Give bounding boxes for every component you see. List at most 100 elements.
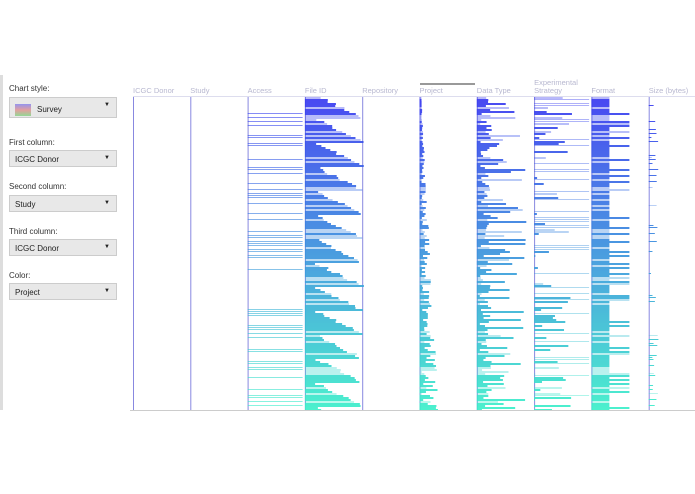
survey-bar <box>304 273 341 275</box>
survey-bar <box>591 395 610 397</box>
survey-bar <box>247 231 303 232</box>
survey-bar <box>304 361 321 363</box>
column-header[interactable]: Study <box>190 86 210 95</box>
survey-bar <box>304 323 343 325</box>
survey-bar <box>591 403 610 405</box>
survey-bar <box>304 379 356 381</box>
survey-bar <box>247 197 303 198</box>
survey-bar <box>304 245 332 247</box>
survey-bar <box>591 355 610 357</box>
survey-bar <box>419 399 424 401</box>
column-header[interactable]: Experimental Strategy <box>534 78 578 95</box>
survey-bar <box>534 249 590 250</box>
survey-bar <box>534 229 555 231</box>
survey-bar <box>419 371 422 373</box>
survey-bar <box>304 331 359 333</box>
survey-bar <box>591 291 610 293</box>
survey-bar <box>476 159 504 161</box>
survey-bar <box>476 201 482 203</box>
column-header[interactable]: Data Type <box>476 86 511 95</box>
survey-bar <box>419 345 431 347</box>
survey-bar <box>476 261 488 263</box>
survey-bar <box>304 187 356 189</box>
column-header[interactable]: File ID <box>304 86 327 95</box>
survey-bar <box>476 127 487 129</box>
survey-bar <box>648 405 655 406</box>
chevron-down-icon: ▼ <box>104 102 110 108</box>
survey-bar <box>476 273 517 275</box>
survey-bar <box>419 383 424 385</box>
survey-bar <box>591 159 630 161</box>
survey-bar <box>591 167 610 169</box>
survey-bar <box>304 353 357 355</box>
survey-bar <box>591 305 610 307</box>
survey-bar <box>247 137 303 138</box>
survey-bar <box>476 269 492 271</box>
survey-bar <box>534 105 590 106</box>
survey-bar <box>591 97 610 99</box>
survey-bar <box>591 263 630 265</box>
survey-bar <box>247 377 303 378</box>
survey-bar <box>304 351 347 353</box>
survey-bar <box>419 229 423 231</box>
survey-bar <box>304 191 319 193</box>
survey-bar <box>304 265 320 267</box>
survey-bar <box>419 265 422 267</box>
survey-bar <box>419 145 423 147</box>
first-column-select[interactable]: ICGC Donor ▼ <box>9 150 117 167</box>
survey-bar <box>247 113 303 114</box>
survey-bar <box>419 303 431 305</box>
survey-bar <box>247 397 303 398</box>
survey-bar <box>534 177 538 179</box>
survey-bar <box>476 387 506 389</box>
survey-bar <box>591 269 610 271</box>
third-column-select[interactable]: ICGC Donor ▼ <box>9 239 117 256</box>
survey-bar <box>476 363 521 365</box>
survey-bar <box>304 257 354 259</box>
survey-bar <box>648 181 657 182</box>
first-column-value: ICGC Donor <box>15 155 60 164</box>
survey-bar <box>648 301 655 302</box>
color-select[interactable]: Project ▼ <box>9 283 117 300</box>
column-axis <box>534 97 536 411</box>
survey-bar <box>591 139 610 141</box>
third-column-value: ICGC Donor <box>15 244 60 253</box>
second-column-select[interactable]: Study ▼ <box>9 195 117 212</box>
survey-bar <box>476 211 511 213</box>
survey-bar <box>591 287 610 289</box>
survey-bar <box>476 171 511 173</box>
column-header[interactable]: Project <box>419 86 443 95</box>
column-header[interactable]: Format <box>591 86 616 95</box>
survey-bar <box>304 141 364 143</box>
survey-bar <box>591 277 630 279</box>
survey-bar <box>534 111 547 113</box>
survey-chart: ICGC Donor Study Access File ID Repository Pr… <box>130 78 695 415</box>
survey-bar <box>476 113 482 115</box>
survey-bar <box>304 291 325 293</box>
survey-bar <box>304 263 315 265</box>
column-header[interactable]: Repository <box>362 86 399 95</box>
survey-bar <box>591 181 630 183</box>
survey-bar <box>304 301 349 303</box>
survey-bar <box>476 223 489 225</box>
chart-style-select[interactable]: Survey ▼ <box>9 97 117 118</box>
survey-bar <box>591 197 610 199</box>
survey-bar <box>304 119 317 121</box>
scrollbar[interactable] <box>420 83 475 85</box>
survey-bar <box>419 339 435 341</box>
survey-bar <box>419 343 430 345</box>
survey-bar <box>304 139 361 141</box>
survey-bar <box>247 311 303 312</box>
column-header[interactable]: ICGC Donor <box>133 86 175 95</box>
survey-bar <box>591 359 610 361</box>
survey-bar <box>534 221 590 222</box>
second-column-label: Second column: <box>9 182 67 191</box>
survey-bar <box>419 237 425 239</box>
survey-bar <box>419 267 426 269</box>
column-header[interactable]: Access <box>247 86 272 95</box>
survey-bar <box>304 231 351 233</box>
survey-bar <box>591 345 610 347</box>
survey-bar <box>591 381 610 383</box>
survey-bar <box>304 317 330 319</box>
column-header[interactable]: Size (bytes) <box>648 86 689 95</box>
